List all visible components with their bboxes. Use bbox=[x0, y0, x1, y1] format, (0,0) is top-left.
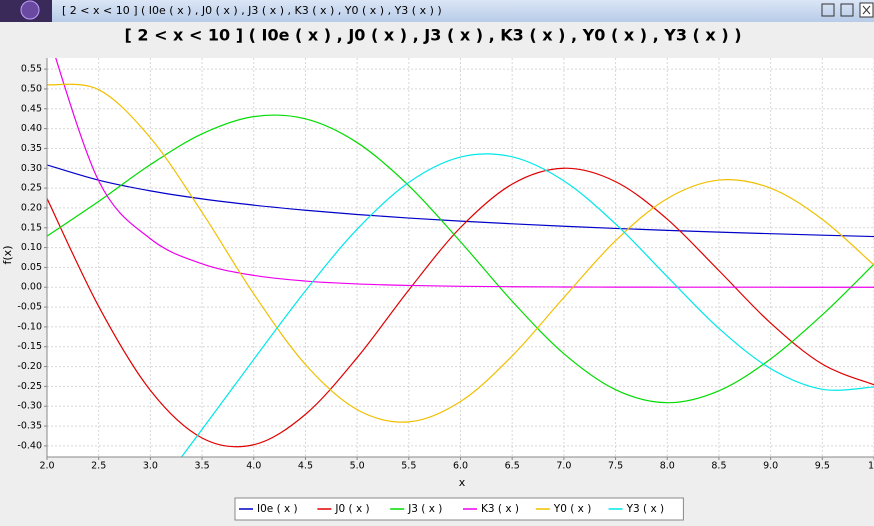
x-tick-label: 6.0 bbox=[453, 461, 468, 472]
maximize-button[interactable] bbox=[840, 3, 854, 17]
x-tick-label: 10 bbox=[868, 461, 874, 472]
legend-label: J0 ( x ) bbox=[334, 503, 369, 515]
legend-label: J3 ( x ) bbox=[407, 503, 442, 515]
y-tick-label: 0.35 bbox=[21, 143, 42, 154]
y-tick-label: 0.05 bbox=[21, 262, 42, 273]
legend-box bbox=[234, 497, 684, 521]
y-tick-label: 0.45 bbox=[21, 103, 42, 114]
x-tick-label: 5.0 bbox=[350, 461, 365, 472]
x-tick-label: 4.5 bbox=[298, 461, 313, 472]
x-tick-label: 7.0 bbox=[556, 461, 571, 472]
y-tick-label: 0.15 bbox=[21, 222, 42, 233]
window-title: [ 2 < x < 10 ] ( I0e ( x ) , J0 ( x ) , … bbox=[62, 4, 442, 17]
y-tick-label: -0.15 bbox=[17, 341, 42, 352]
title-bar bbox=[0, 0, 874, 22]
legend-label: Y0 ( x ) bbox=[553, 503, 592, 515]
x-tick-label: 8.0 bbox=[660, 461, 675, 472]
x-tick-label: 7.5 bbox=[608, 461, 623, 472]
y-tick-label: -0.25 bbox=[17, 381, 42, 392]
y-tick-label: -0.40 bbox=[17, 440, 42, 451]
close-icon bbox=[862, 5, 871, 15]
x-axis-label: x bbox=[459, 476, 466, 489]
app-icon-art bbox=[20, 0, 40, 20]
y-tick-label: 0.25 bbox=[21, 183, 42, 194]
y-tick-label: -0.05 bbox=[17, 302, 42, 313]
y-tick-label: 0.55 bbox=[21, 64, 42, 75]
series-line bbox=[55, 58, 874, 288]
y-tick-label: -0.10 bbox=[17, 321, 42, 332]
y-tick-label: -0.20 bbox=[17, 361, 42, 372]
y-tick-label: -0.35 bbox=[17, 421, 42, 432]
x-tick-label: 3.5 bbox=[195, 461, 210, 472]
x-tick-label: 9.5 bbox=[815, 461, 830, 472]
y-tick-label: 0.30 bbox=[21, 163, 42, 174]
y-tick-label: 0.10 bbox=[21, 242, 42, 253]
plot-area bbox=[47, 58, 874, 457]
series-line bbox=[47, 164, 874, 238]
y-tick-label: 0.00 bbox=[21, 282, 42, 293]
y-tick-label: 0.20 bbox=[21, 202, 42, 213]
series-line bbox=[47, 167, 874, 448]
y-tick-label: 0.40 bbox=[21, 123, 42, 134]
series-line bbox=[47, 114, 874, 404]
series-line bbox=[180, 153, 874, 457]
x-tick-label: 3.0 bbox=[143, 461, 158, 472]
x-tick-label: 5.5 bbox=[401, 461, 416, 472]
x-tick-label: 2.0 bbox=[39, 461, 54, 472]
chart-title: [ 2 < x < 10 ] ( I0e ( x ) , J0 ( x ) , … bbox=[124, 26, 741, 45]
x-tick-label: 6.5 bbox=[505, 461, 520, 472]
x-tick-label: 2.5 bbox=[91, 461, 106, 472]
x-tick-label: 9.0 bbox=[763, 461, 778, 472]
series-line bbox=[47, 83, 874, 423]
y-axis-label: f(x) bbox=[1, 246, 14, 265]
legend-label: I0e ( x ) bbox=[257, 503, 298, 515]
y-tick-label: -0.30 bbox=[17, 401, 42, 412]
legend-label: K3 ( x ) bbox=[481, 503, 519, 515]
x-tick-label: 4.0 bbox=[246, 461, 261, 472]
x-tick-label: 8.5 bbox=[711, 461, 726, 472]
y-tick-label: 0.50 bbox=[21, 83, 42, 94]
legend-label: Y3 ( x ) bbox=[626, 503, 665, 515]
minimize-button[interactable] bbox=[821, 3, 835, 17]
